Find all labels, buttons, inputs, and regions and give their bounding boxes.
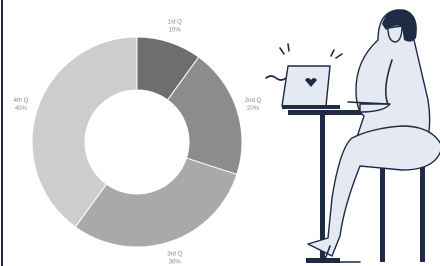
slice-value-label: 30%: [169, 260, 182, 266]
slice-label: 1st Q: [168, 20, 183, 26]
slice-label: 2nd Q: [245, 98, 262, 104]
slice-value-label: 20%: [247, 106, 260, 112]
slice-value-label: 10%: [169, 28, 182, 34]
left-border: [1, 0, 3, 266]
slice-label: 4th Q: [14, 98, 29, 104]
slice-label: 3rd Q: [167, 252, 182, 258]
slide: 1st Q 10% 2nd Q 20% 3rd Q 30% 4th Q 40%: [0, 0, 440, 266]
slice-value-label: 40%: [15, 106, 28, 112]
